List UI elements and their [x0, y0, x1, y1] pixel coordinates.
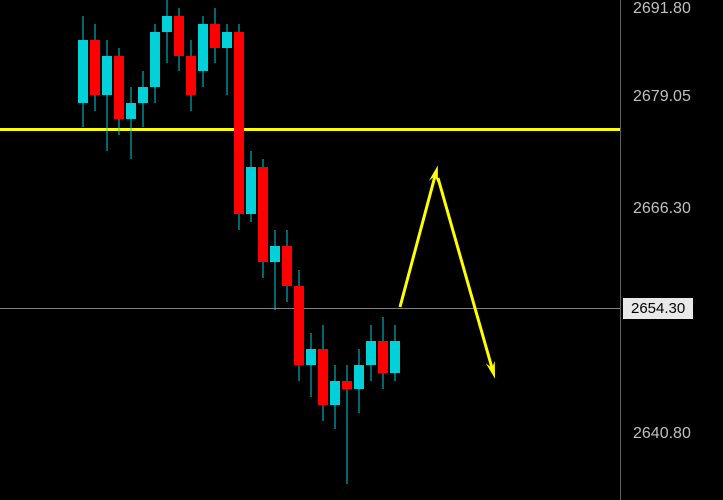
- candle: [198, 0, 208, 500]
- candle: [234, 0, 244, 500]
- candle: [366, 0, 376, 500]
- candle: [270, 0, 280, 500]
- price-label: 2640.80: [633, 425, 691, 443]
- candle: [162, 0, 172, 500]
- candle: [150, 0, 160, 500]
- candle: [210, 0, 220, 500]
- candle: [138, 0, 148, 500]
- candle: [258, 0, 268, 500]
- candle: [318, 0, 328, 500]
- current-price-label: 2654.30: [623, 298, 693, 319]
- price-label: 2691.80: [633, 0, 691, 18]
- price-label: 2679.05: [633, 88, 691, 106]
- candle: [282, 0, 292, 500]
- candle: [306, 0, 316, 500]
- candle: [174, 0, 184, 500]
- chart-area[interactable]: [0, 0, 620, 500]
- candle: [114, 0, 124, 500]
- candle: [354, 0, 364, 500]
- candle: [90, 0, 100, 500]
- price-label: 2666.30: [633, 200, 691, 218]
- candle: [222, 0, 232, 500]
- candle: [294, 0, 304, 500]
- candle: [102, 0, 112, 500]
- candle: [330, 0, 340, 500]
- candle: [378, 0, 388, 500]
- price-axis: 2691.80 2679.05 2666.30 2640.80 2654.30: [620, 0, 723, 500]
- candle: [342, 0, 352, 500]
- candle: [246, 0, 256, 500]
- candle: [126, 0, 136, 500]
- candle: [390, 0, 400, 500]
- candle: [186, 0, 196, 500]
- candle: [78, 0, 88, 500]
